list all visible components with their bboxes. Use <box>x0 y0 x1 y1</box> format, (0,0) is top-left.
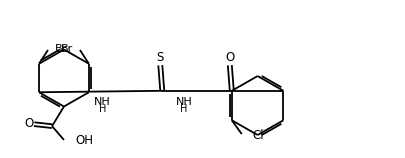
Text: O: O <box>225 51 234 64</box>
Text: H: H <box>99 104 106 114</box>
Text: OH: OH <box>75 134 93 147</box>
Text: NH: NH <box>94 97 111 107</box>
Text: O: O <box>25 117 34 130</box>
Text: Br: Br <box>61 44 73 54</box>
Text: Cl: Cl <box>252 129 264 143</box>
Text: S: S <box>156 51 164 64</box>
Text: Br: Br <box>55 44 67 54</box>
Text: NH: NH <box>175 97 192 107</box>
Text: H: H <box>180 103 188 114</box>
